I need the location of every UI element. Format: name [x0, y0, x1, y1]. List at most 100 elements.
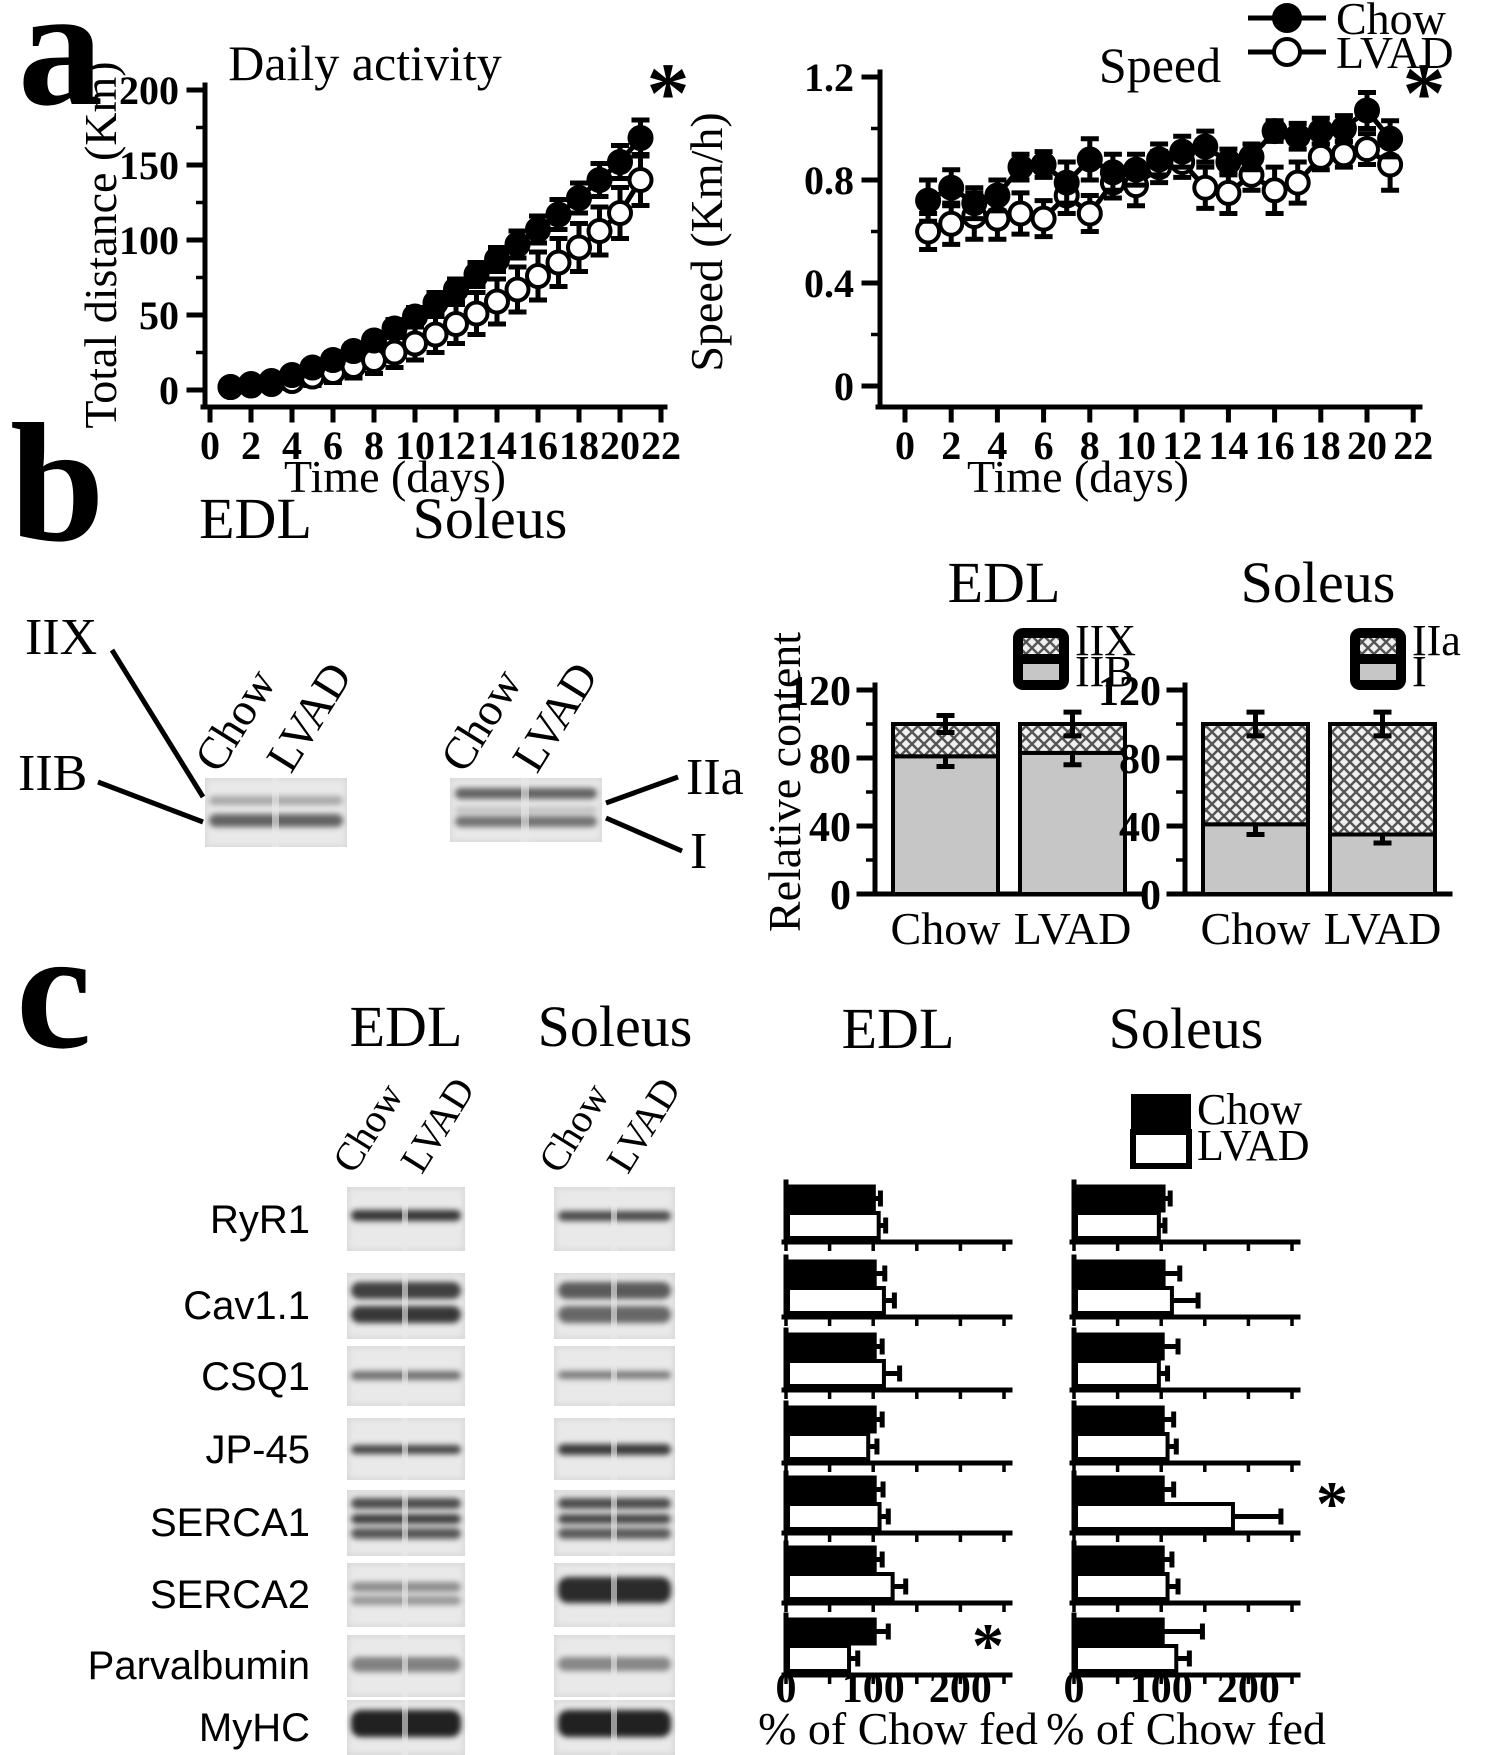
data-point [484, 246, 510, 273]
data-point [1192, 174, 1219, 201]
protein-label-serca1: SERCA1 [149, 1501, 310, 1545]
data-point [1123, 156, 1149, 183]
data-point [340, 338, 367, 364]
chow-bar [786, 1332, 877, 1361]
wb-parvalbumin-soleus-blot [554, 1635, 675, 1697]
series-chow [217, 117, 654, 400]
chow-bar [1074, 1617, 1165, 1646]
y-axis-label: Speed (Km/h) [681, 112, 732, 371]
chart-title: EDL [842, 996, 955, 1061]
hbar-row-cav1.1 [781, 1254, 1013, 1326]
legend-swatch-chow [1131, 1094, 1191, 1132]
y-tick-label: 80 [809, 737, 851, 783]
y-tick-label: 0 [159, 368, 179, 413]
data-point [1238, 143, 1265, 170]
y-tick-label: 0 [1140, 873, 1161, 919]
y-tick-label: 200 [119, 68, 179, 113]
data-point [320, 347, 346, 373]
data-point [607, 200, 633, 226]
data-point [381, 315, 408, 342]
legend-label: IIB [1075, 647, 1134, 696]
data-point [1076, 200, 1103, 227]
bar-segment-IIB [1018, 750, 1127, 897]
data-point [566, 185, 592, 211]
panel-a-label: a [18, 0, 103, 141]
significance-asterisk: * [1316, 1468, 1348, 1539]
x-tick-label: 0 [895, 423, 915, 468]
x-tick-label: 20 [1347, 423, 1387, 468]
panel-b-edl-blot-header: EDL [199, 486, 312, 551]
hbar-row-cav1.1 [1069, 1254, 1301, 1326]
panel-c-soleus-blot-header: Soleus [537, 994, 693, 1059]
x-tick-label: 18 [559, 423, 599, 468]
x-tick-label: 100 [1130, 1666, 1193, 1712]
data-point [607, 149, 633, 175]
wb-cav11-edl-blot [347, 1273, 465, 1339]
data-point [1192, 133, 1219, 160]
x-tick-label: 22 [641, 423, 681, 468]
data-point [1261, 177, 1288, 204]
y-axis-label: Total distance (Km) [75, 61, 126, 428]
data-point [1169, 138, 1196, 165]
data-point [422, 290, 449, 316]
data-point [402, 303, 428, 330]
wb-serca1-edl-blot [347, 1490, 465, 1556]
lvad-bar [786, 1572, 895, 1601]
x-tick-label: 0 [776, 1666, 797, 1712]
chow-bar [786, 1184, 876, 1213]
y-tick-label: 0.4 [804, 261, 854, 306]
band-connector-lines [97, 648, 683, 854]
data-point [984, 182, 1011, 209]
legend-label: Chow [1336, 0, 1447, 44]
data-point [238, 371, 264, 397]
wb-myhc-soleus-blot [554, 1700, 675, 1755]
data-point [463, 261, 490, 288]
x-tick-label: 0 [200, 423, 220, 468]
data-point [1053, 169, 1080, 196]
x-tick-label: 2 [241, 423, 261, 468]
hbar-row-serca2 [1069, 1540, 1301, 1612]
y-tick-label: 100 [119, 218, 179, 263]
data-point [1261, 118, 1288, 145]
data-point [443, 276, 469, 303]
data-point [1307, 143, 1334, 170]
data-point [1099, 159, 1126, 186]
legend-swatch-hatch [1356, 634, 1400, 658]
legend-swatch-lvad [1130, 1129, 1192, 1169]
significance-asterisk: * [647, 45, 690, 141]
hbar-row-csq1 [1069, 1327, 1301, 1399]
wb-myhc-edl-blot [347, 1700, 465, 1755]
data-point [961, 190, 988, 217]
x-tick-label: 8 [364, 423, 384, 468]
category-label: Chow [1201, 903, 1312, 954]
data-point [1284, 123, 1311, 150]
data-point [915, 187, 942, 214]
wb-ryr1-soleus-blot [554, 1187, 675, 1251]
data-point [402, 330, 428, 357]
y-tick-label: 40 [1119, 805, 1161, 851]
x-axis-label: % of Chow fed [1046, 1703, 1326, 1754]
bar-segment-IIa [1328, 722, 1437, 837]
data-point [217, 374, 244, 400]
x-tick-label: 10 [1116, 423, 1156, 468]
x-axis-label: Time (days) [284, 451, 506, 502]
protein-label-jp45: JP-45 [205, 1428, 311, 1472]
legend-label: IIa [1412, 616, 1461, 665]
chow-bar [1074, 1184, 1166, 1213]
chow-bar [1074, 1332, 1165, 1361]
y-tick-label: 0 [830, 873, 851, 919]
y-tick-label: 1.2 [804, 55, 854, 100]
legend-label: Chow [1197, 1085, 1302, 1134]
lvad-bar [786, 1432, 871, 1461]
x-axis-label: Time (days) [967, 451, 1189, 502]
protein-label-cav11: Cav1.1 [183, 1284, 310, 1328]
data-point [361, 327, 387, 354]
legend-swatch-gray [1356, 660, 1400, 684]
iix-connector-line [109, 648, 206, 799]
data-point [627, 167, 654, 193]
data-point [504, 231, 531, 258]
